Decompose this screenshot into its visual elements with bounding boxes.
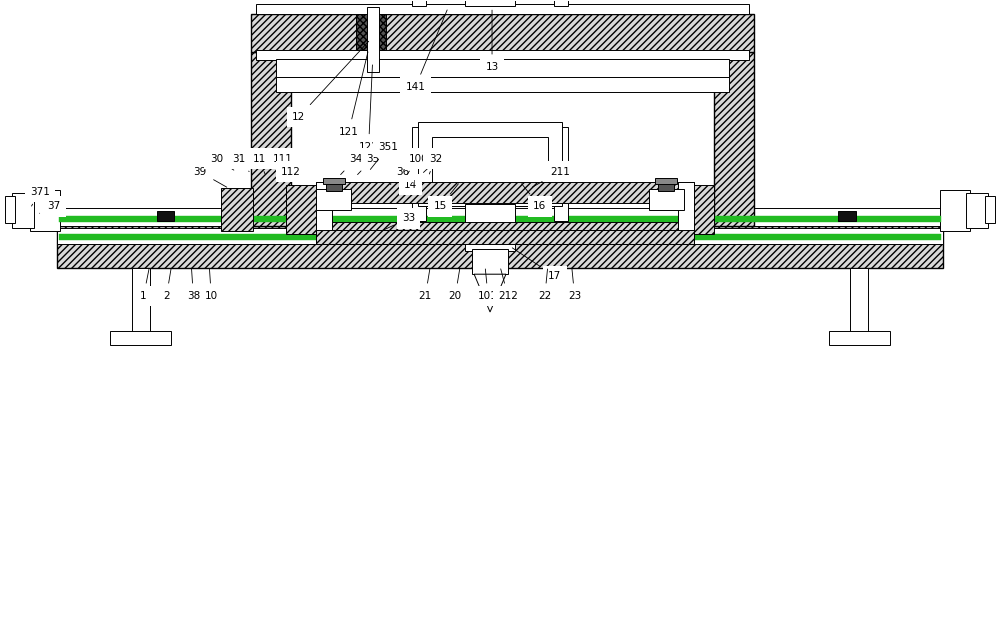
Text: 23: 23	[568, 269, 581, 301]
Bar	[316, 182, 694, 203]
Bar	[465, 0, 515, 6]
Bar	[412, 0, 426, 6]
Bar	[684, 185, 714, 234]
Bar	[5, 195, 15, 223]
Bar	[316, 188, 351, 210]
Bar	[554, 0, 568, 6]
Bar	[472, 249, 508, 274]
Bar	[838, 212, 856, 222]
Bar	[57, 208, 943, 227]
Bar	[30, 190, 60, 232]
Bar	[251, 52, 291, 227]
Bar	[985, 195, 995, 223]
Bar	[367, 8, 379, 72]
Text: 38: 38	[187, 269, 200, 301]
Bar	[12, 193, 34, 228]
Bar	[57, 228, 943, 244]
Bar	[465, 205, 515, 251]
Text: 111: 111	[273, 154, 293, 174]
Text: 31: 31	[233, 154, 249, 172]
Bar	[649, 188, 684, 210]
Bar	[276, 77, 729, 92]
Text: 212: 212	[498, 269, 518, 301]
Text: 14: 14	[404, 161, 436, 190]
Bar	[678, 182, 694, 244]
Bar	[251, 14, 754, 52]
Bar	[286, 185, 316, 234]
Bar	[326, 183, 342, 190]
Text: 13: 13	[485, 10, 499, 72]
Bar	[323, 178, 345, 183]
Bar	[110, 331, 171, 345]
Bar	[966, 193, 988, 228]
Text: 12: 12	[292, 41, 369, 122]
Text: 1: 1	[140, 269, 149, 301]
Bar	[132, 268, 150, 333]
Text: 371: 371	[30, 187, 50, 206]
Text: 34: 34	[341, 154, 362, 175]
Bar	[256, 50, 749, 60]
Text: 22: 22	[538, 269, 551, 301]
Text: 30: 30	[210, 154, 234, 170]
Text: 15: 15	[434, 184, 458, 212]
Text: 17: 17	[512, 248, 561, 281]
Text: 16: 16	[522, 184, 546, 212]
Bar	[554, 127, 568, 222]
Bar	[59, 217, 941, 222]
Bar	[940, 190, 970, 232]
Bar	[57, 227, 943, 268]
Text: 32: 32	[429, 154, 442, 174]
Bar	[655, 178, 677, 183]
Polygon shape	[474, 274, 506, 312]
Text: 33: 33	[383, 213, 415, 230]
Bar	[432, 137, 548, 195]
Text: 21: 21	[419, 269, 432, 301]
Bar	[850, 268, 868, 333]
Bar	[316, 230, 694, 244]
Text: 39: 39	[193, 167, 227, 187]
Bar	[412, 127, 426, 222]
Text: 112: 112	[281, 167, 301, 186]
Bar	[59, 234, 941, 240]
Text: 20: 20	[449, 269, 462, 301]
Bar	[221, 188, 253, 232]
Text: 36: 36	[390, 167, 409, 185]
Bar	[332, 222, 678, 230]
Text: 2: 2	[163, 269, 171, 301]
Text: 211: 211	[532, 167, 570, 187]
Bar	[418, 122, 562, 207]
Bar	[829, 331, 890, 345]
Text: 100: 100	[407, 154, 428, 175]
Text: 122: 122	[359, 65, 379, 151]
Bar	[658, 183, 674, 190]
Bar	[316, 182, 332, 244]
Text: 35: 35	[358, 154, 379, 175]
Bar	[157, 212, 174, 222]
Text: 10: 10	[205, 269, 218, 301]
Bar	[356, 14, 386, 50]
Text: 121: 121	[339, 52, 368, 137]
Text: 351: 351	[370, 141, 398, 170]
Bar	[256, 4, 749, 14]
Bar	[276, 59, 729, 77]
Text: 101: 101	[478, 269, 498, 301]
Text: 37: 37	[40, 202, 61, 213]
Text: 11: 11	[252, 154, 266, 174]
Text: 141: 141	[405, 10, 447, 92]
Bar	[714, 52, 754, 227]
